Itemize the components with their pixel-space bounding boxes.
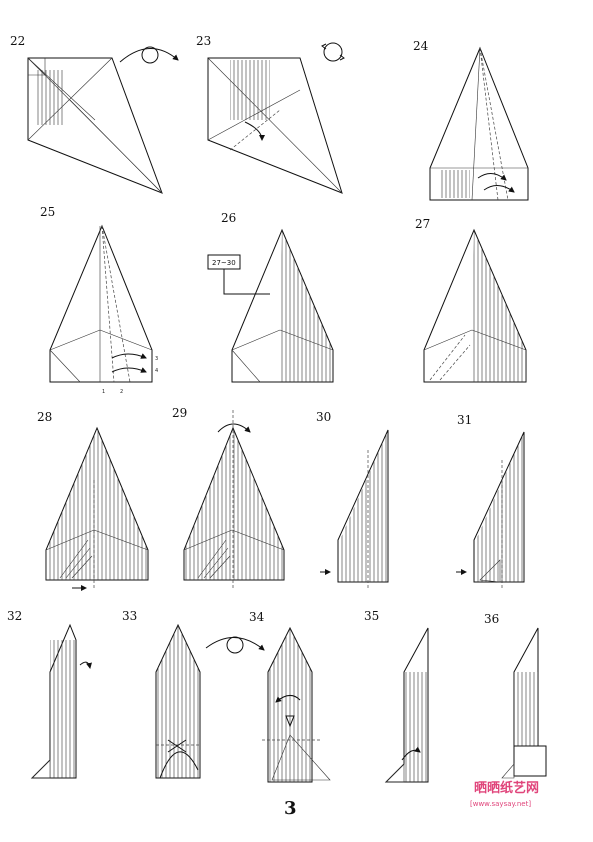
step-35-number: 35 (364, 609, 379, 623)
step-32-figure (30, 623, 92, 779)
step-27-number: 27 (415, 217, 430, 231)
step-33-figure (155, 623, 201, 779)
step-33-number: 33 (122, 609, 137, 623)
step-22-figure (27, 57, 163, 194)
watermark-url: [www.saysay.net] (470, 800, 531, 808)
watermark-text: 晒晒纸艺网 (474, 780, 539, 796)
page-number: 3 (284, 798, 297, 819)
step-25-label-3: 3 (155, 356, 158, 362)
step-36-figure (501, 627, 547, 779)
step-24-number: 24 (413, 39, 429, 53)
step-32-number: 32 (7, 609, 22, 623)
step-22-number: 22 (10, 34, 25, 48)
step-25-label-1: 1 (102, 389, 105, 395)
step-30-number: 30 (316, 410, 331, 424)
step-35-figure (384, 627, 429, 783)
step-25-figure: 3 4 1 2 (49, 224, 158, 395)
step-34-figure (262, 626, 331, 783)
reference-label: 27~30 (212, 259, 236, 267)
step-29-number: 29 (172, 406, 187, 420)
step-29-figure (183, 410, 285, 590)
step-23-number: 23 (196, 34, 211, 48)
step-23-figure (207, 57, 343, 194)
reference-box: 27~30 (207, 254, 270, 295)
step-26-figure (231, 228, 334, 383)
step-24-figure (429, 46, 529, 201)
step-30-figure (320, 429, 389, 590)
step-25-label-4: 4 (155, 368, 158, 374)
step-27-figure (423, 228, 527, 383)
turn-over-arrow-icon (205, 636, 265, 654)
step-25-number: 25 (40, 205, 55, 219)
watermark: 晒晒纸艺网 [www.saysay.net] (470, 780, 539, 808)
step-26-number: 26 (221, 211, 236, 225)
step-31-number: 31 (457, 413, 472, 427)
rotate-icon (321, 42, 345, 62)
step-31-figure (456, 431, 525, 590)
step-28-number: 28 (37, 410, 52, 424)
step-36-number: 36 (484, 612, 499, 626)
turn-over-arrow-icon (119, 46, 179, 64)
step-34-number: 34 (249, 610, 265, 624)
step-28-figure (45, 426, 149, 591)
step-25-label-2: 2 (120, 389, 123, 395)
